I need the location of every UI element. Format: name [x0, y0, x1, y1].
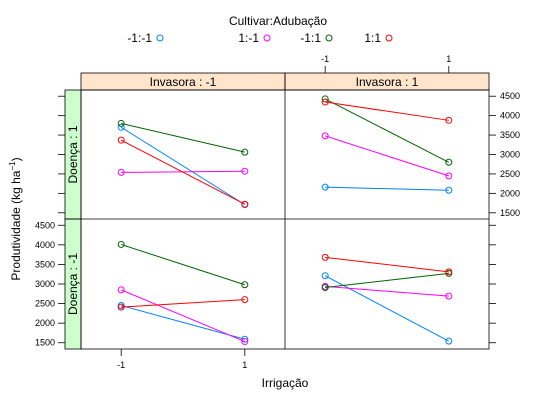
panel-3-series — [322, 254, 452, 344]
strip-doenca-pos: Doença : 1 — [65, 90, 81, 219]
series-line-neg-pos — [325, 273, 449, 287]
left-y-axis: 1500 2000 2500 3000 3500 4000 4500 — [35, 96, 65, 348]
bottom-x-tick-label: 1 — [242, 360, 247, 370]
legend-marker-neg-pos — [326, 35, 332, 41]
left-y-tick-label: 2500 — [35, 299, 55, 309]
y-axis-title-close: ) — [9, 157, 23, 161]
strip-doenca-neg-label: Doença : -1 — [66, 253, 80, 315]
top-x-tick-label: -1 — [321, 54, 329, 64]
left-y-tick-label: 3500 — [35, 259, 55, 269]
legend-label-neg-pos: -1:1 — [300, 31, 321, 45]
top-x-axis: -1 1 — [321, 54, 451, 73]
legend-marker-neg-neg — [157, 35, 163, 41]
legend-label-pos-neg: 1:-1 — [238, 31, 259, 45]
left-y-tick-label: 2000 — [35, 318, 55, 328]
series-line-pos-pos — [325, 102, 449, 120]
series-line-pos-neg — [325, 286, 449, 296]
legend-marker-pos-pos — [386, 35, 392, 41]
y-axis-title: Produtividade (kg ha−1) — [8, 157, 23, 280]
series-line-pos-neg — [325, 136, 449, 176]
right-y-axis: 1500 2000 2500 3000 3500 4000 4500 — [489, 91, 520, 343]
right-y-tick-label: 1500 — [500, 208, 520, 218]
legend-label-neg-neg: -1:-1 — [127, 31, 152, 45]
legend: Cultivar:Adubação -1:-1 1:-1 -1:1 1:1 — [127, 14, 392, 45]
right-y-tick-label: 3000 — [500, 150, 520, 160]
series-line-neg-pos — [121, 244, 245, 284]
panel-0-series — [118, 120, 248, 207]
legend-items: -1:-1 1:-1 -1:1 1:1 — [127, 31, 392, 45]
top-x-tick-label: 1 — [446, 54, 451, 64]
panel-1-series — [322, 96, 452, 193]
strip-invasora-pos-label: Invasora : 1 — [356, 75, 419, 89]
series-line-pos-neg — [121, 290, 245, 342]
strip-doenca-neg: Doença : -1 — [65, 219, 81, 349]
left-y-tick-label: 4500 — [35, 220, 55, 230]
strip-invasora-neg-label: Invasora : -1 — [150, 75, 217, 89]
panel-2-series — [118, 241, 248, 344]
left-y-tick-label: 4000 — [35, 240, 55, 250]
series-line-pos-pos — [325, 257, 449, 271]
series-line-neg-pos — [325, 99, 449, 162]
right-y-tick-label: 2000 — [500, 188, 520, 198]
y-axis-title-main: Produtividade (kg ha — [9, 170, 23, 280]
right-y-tick-label: 2500 — [500, 169, 520, 179]
left-y-tick-label: 1500 — [35, 338, 55, 348]
legend-label-pos-pos: 1:1 — [364, 31, 381, 45]
x-axis-title: Irrigação — [262, 376, 309, 390]
series-line-pos-pos — [121, 300, 245, 307]
strip-doenca-pos-label: Doença : 1 — [66, 125, 80, 183]
bottom-x-tick-label: -1 — [117, 360, 125, 370]
left-y-tick-label: 3000 — [35, 279, 55, 289]
series-line-neg-neg — [325, 187, 449, 190]
series-line-neg-pos — [121, 123, 245, 152]
strip-invasora-neg: Invasora : -1 — [81, 73, 285, 90]
series-line-neg-neg — [121, 127, 245, 204]
right-y-tick-label: 4000 — [500, 111, 520, 121]
legend-marker-pos-neg — [264, 35, 270, 41]
strip-invasora-pos: Invasora : 1 — [285, 73, 489, 90]
right-y-tick-label: 3500 — [500, 130, 520, 140]
legend-title: Cultivar:Adubação — [229, 14, 327, 28]
bottom-x-axis: -1 1 — [117, 349, 247, 370]
right-y-tick-label: 4500 — [500, 91, 520, 101]
